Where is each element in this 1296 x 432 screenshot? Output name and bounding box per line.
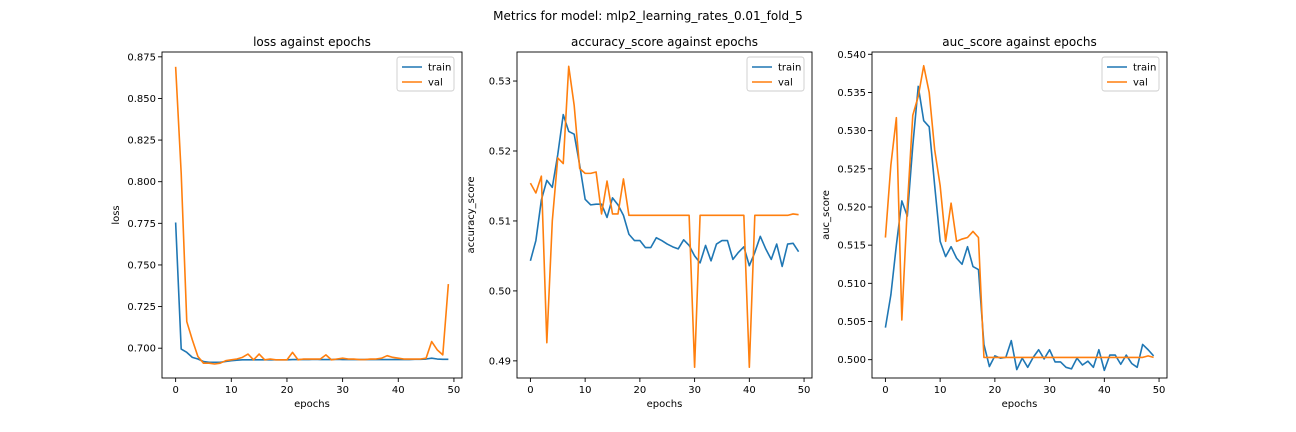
x-tick-label: 0: [882, 385, 888, 396]
x-tick-label: 40: [1098, 385, 1111, 396]
y-tick-label: 0.52: [489, 146, 511, 157]
y-tick-label: 0.750: [127, 260, 156, 271]
x-tick-label: 0: [172, 385, 178, 396]
y-tick-label: 0.53: [489, 77, 511, 88]
chart-panel-1: accuracy_score against epochs 0 10 20 30 40 50…: [466, 35, 813, 410]
y-tick-label: 0.535: [837, 88, 866, 99]
x-tick-label: 20: [281, 385, 294, 396]
y-tick-label: 0.49: [489, 356, 511, 367]
figure-suptitle: Metrics for model: mlp2_learning_rates_0…: [493, 9, 803, 23]
y-tick-label: 0.725: [127, 302, 156, 313]
y-tick-label: 0.520: [837, 202, 866, 213]
series-line-val: [174, 66, 450, 365]
x-tick-label: 10: [225, 385, 238, 396]
y-tick-label: 0.525: [837, 164, 866, 175]
chart-title: auc_score against epochs: [942, 35, 1096, 49]
y-tick-label: 0.510: [837, 279, 866, 290]
y-tick-label: 0.775: [127, 219, 156, 230]
x-axis-label: epochs: [294, 399, 330, 410]
legend-label-val: val: [778, 78, 793, 89]
y-tick-label: 0.500: [837, 355, 866, 366]
y-tick-label: 0.530: [837, 126, 866, 137]
y-tick-label: 0.875: [127, 52, 156, 63]
x-tick-label: 0: [527, 385, 533, 396]
y-tick-label: 0.51: [489, 216, 511, 227]
legend-label-train: train: [778, 63, 801, 74]
legend-label-train: train: [1133, 63, 1156, 74]
legend: train val: [746, 56, 805, 92]
chart-title: loss against epochs: [253, 35, 371, 49]
x-tick-label: 50: [798, 385, 811, 396]
y-tick-label: 0.540: [837, 50, 866, 61]
y-tick-label: 0.825: [127, 136, 156, 147]
x-tick-label: 40: [743, 385, 756, 396]
axes-frame: [161, 51, 463, 379]
legend-label-val: val: [428, 78, 443, 89]
y-tick-label: 0.700: [127, 344, 156, 355]
legend-label-train: train: [428, 63, 451, 74]
series-line-train: [529, 113, 800, 268]
x-tick-label: 40: [392, 385, 405, 396]
x-tick-label: 30: [336, 385, 349, 396]
y-tick-label: 0.50: [489, 286, 511, 297]
y-axis-label: auc_score: [821, 190, 832, 240]
y-axis-label: accuracy_score: [466, 177, 477, 254]
series-line-train: [174, 222, 449, 364]
series-line-val: [884, 64, 1154, 359]
x-axis-label: epochs: [647, 399, 683, 410]
y-tick-label: 0.505: [837, 317, 866, 328]
x-tick-label: 20: [634, 385, 647, 396]
series-line-train: [884, 85, 1155, 372]
axes-frame: [871, 51, 1168, 379]
y-tick-label: 0.850: [127, 94, 156, 105]
x-tick-label: 50: [448, 385, 461, 396]
chart-title: accuracy_score against epochs: [571, 35, 758, 49]
x-tick-label: 30: [1043, 385, 1056, 396]
x-tick-label: 50: [1153, 385, 1166, 396]
y-tick-label: 0.515: [837, 241, 866, 252]
legend: train val: [396, 56, 455, 92]
x-axis-label: epochs: [1002, 399, 1038, 410]
legend-label-val: val: [1133, 78, 1148, 89]
x-tick-label: 10: [934, 385, 947, 396]
axes-frame: [516, 51, 813, 379]
x-tick-label: 10: [579, 385, 592, 396]
x-tick-label: 20: [989, 385, 1002, 396]
chart-panel-2: auc_score against epochs 0 10 20 30 40 50 0.500…: [821, 35, 1168, 410]
y-axis-label: loss: [111, 205, 122, 224]
legend: train val: [1101, 56, 1160, 92]
x-tick-label: 30: [688, 385, 701, 396]
series-line-val: [529, 65, 799, 368]
chart-panel-0: loss against epochs 0 10 20 30 40 50 0.700 0.725…: [111, 35, 463, 410]
panels: loss against epochs 0 10 20 30 40 50 0.700 0.725…: [111, 35, 1168, 410]
y-tick-label: 0.800: [127, 177, 156, 188]
